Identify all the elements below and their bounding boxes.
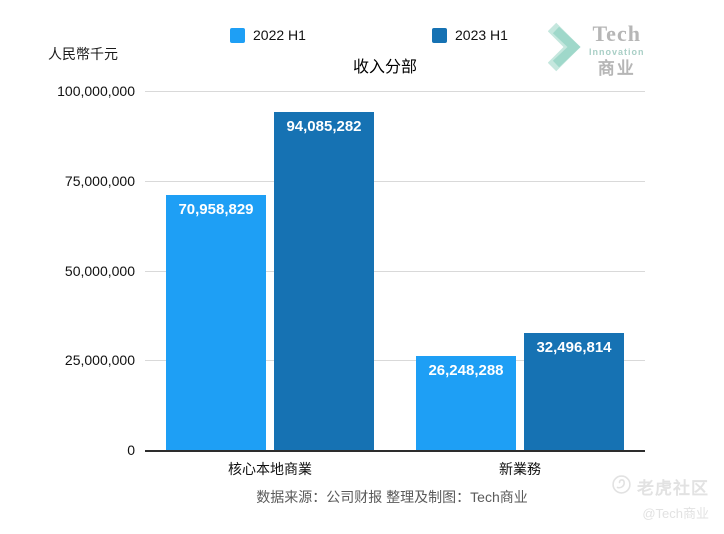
gridline [145, 270, 645, 272]
x-category-label: 核心本地商業 [228, 461, 312, 477]
y-tick-label: 25,000,000 [64, 352, 135, 369]
bar-2022-h1: 26,248,288 [416, 355, 516, 450]
bar-2022-h1: 70,958,829 [166, 195, 266, 450]
bar-value-label: 26,248,288 [428, 361, 504, 379]
chevron-arrow-icon [547, 22, 582, 77]
y-tick-label: 0 [127, 442, 135, 458]
bar-value-label: 70,958,829 [178, 201, 254, 219]
bar-2023-h1: 94,085,282 [274, 112, 374, 450]
logo-word: Tech [592, 20, 641, 46]
x-category-label: 新業務 [499, 461, 541, 477]
watermark-community-label: 老虎社区 [637, 479, 709, 498]
gridline [145, 91, 645, 92]
y-axis-tick-labels: 0 25,000,000 50,000,000 75,000,000 100,000,0… [20, 83, 135, 458]
gridline [145, 360, 645, 362]
legend-label: 2022 H1 [253, 27, 306, 43]
watermark-handle-label: @Tech商业 [642, 506, 709, 521]
source-note: 数据来源：公司财报 整理及制图：Tech商业 [256, 489, 528, 505]
legend: 2022 H1 2023 H1 [0, 27, 724, 45]
y-tick-label: 75,000,000 [64, 172, 135, 189]
legend-item-2023-h1: 2023 H1 [432, 27, 508, 43]
x-axis-category-labels: 核心本地商業 新業務 [145, 459, 645, 479]
y-tick-label: 100,000,000 [57, 83, 135, 99]
legend-swatch [230, 27, 245, 43]
logo-cn-word: 商业 [597, 58, 636, 78]
y-axis-unit-label: 人民幣千元 [48, 46, 118, 62]
chart-title: 收入分部 [352, 59, 417, 76]
watermark: 老虎社区 @Tech商业 [612, 474, 709, 522]
gridline [145, 180, 645, 182]
bar-value-label: 94,085,282 [286, 118, 362, 136]
plot-area: 70,958,829 94,085,282 26,248,288 32,496,814 [145, 91, 645, 452]
y-tick-label: 50,000,000 [64, 262, 135, 279]
brand-logo: Tech Innovation 商业 [547, 20, 645, 78]
legend-swatch [432, 27, 447, 43]
tiger-logo-icon [612, 474, 631, 499]
bar-value-label: 32,496,814 [536, 339, 612, 357]
legend-label: 2023 H1 [455, 27, 508, 43]
legend-item-2022-h1: 2022 H1 [230, 27, 306, 43]
logo-subword: Innovation [589, 46, 645, 57]
bar-2023-h1: 32,496,814 [524, 333, 624, 450]
